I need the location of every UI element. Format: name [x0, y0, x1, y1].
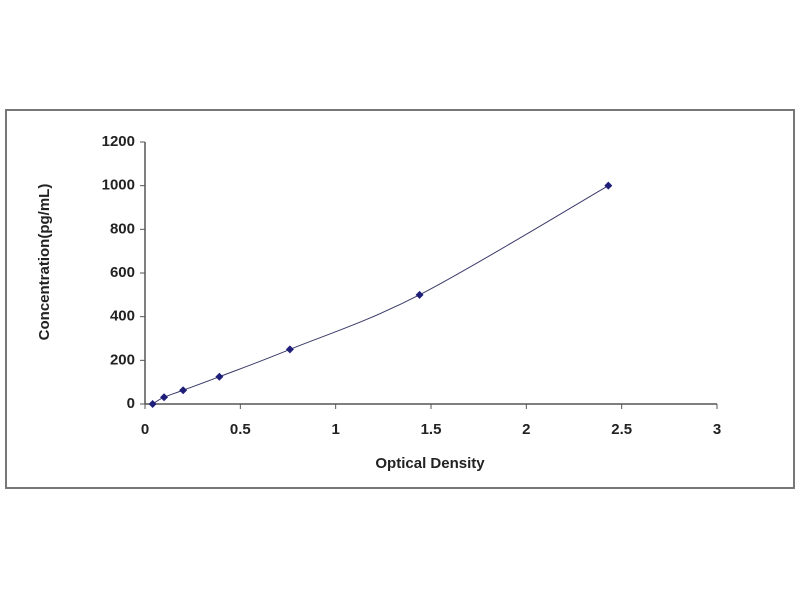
- data-point: [604, 181, 613, 190]
- x-axis-title: Optical Density: [375, 455, 485, 472]
- x-tick-label: 1.5: [421, 421, 442, 438]
- data-point: [285, 345, 294, 354]
- y-tick-label: 1000: [102, 177, 135, 194]
- x-tick-label: 3: [713, 421, 721, 438]
- y-tick-label: 1200: [102, 133, 135, 150]
- y-tick-label: 400: [110, 308, 135, 325]
- data-point: [148, 400, 157, 408]
- x-tick-label: 0: [141, 421, 149, 438]
- data-point: [160, 393, 169, 402]
- y-tick-label: 600: [110, 264, 135, 281]
- y-tick-label: 0: [127, 395, 135, 412]
- y-tick-label: 800: [110, 220, 135, 237]
- x-tick-label: 2.5: [611, 421, 632, 438]
- y-tick-label: 200: [110, 351, 135, 368]
- x-tick-label: 1: [331, 421, 339, 438]
- y-axis-title: Concentration(pg/mL): [36, 184, 53, 341]
- x-tick-label: 2: [522, 421, 530, 438]
- data-point: [179, 386, 188, 395]
- x-tick-label: 0.5: [230, 421, 251, 438]
- data-point: [415, 290, 424, 299]
- data-point: [215, 372, 224, 381]
- chart-frame: [5, 109, 795, 489]
